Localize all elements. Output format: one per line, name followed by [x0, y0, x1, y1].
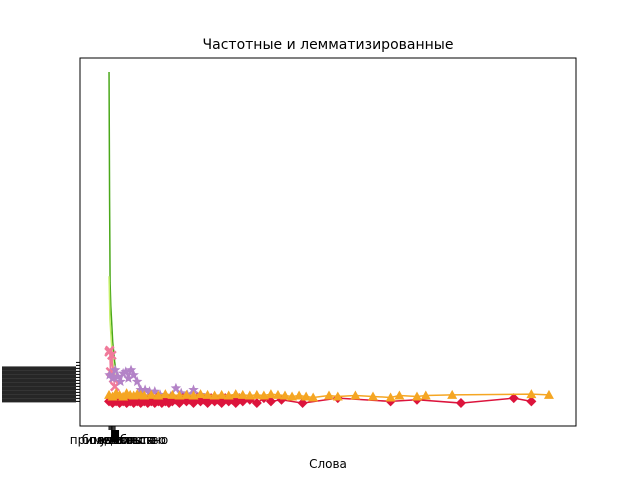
series-5-point — [420, 390, 431, 400]
series-5-point — [526, 389, 537, 399]
plot-marks — [104, 71, 554, 409]
series-5-point — [332, 391, 343, 401]
series-5-point — [301, 391, 312, 401]
series-5-point — [216, 389, 227, 399]
x-tick-clutter — [111, 438, 120, 440]
y-tick-label-clutter — [2, 394, 76, 399]
series-3-point — [104, 369, 115, 380]
y-tick-label-clutter — [2, 382, 76, 387]
series-5-point — [195, 389, 206, 399]
series-5-point — [308, 392, 319, 402]
series-3-point — [139, 384, 151, 395]
series-5-point — [280, 390, 291, 400]
y-tick-label-clutter — [2, 370, 76, 375]
series-5 — [104, 388, 554, 402]
y-tick-label-clutter — [2, 398, 76, 403]
series-3-point — [112, 371, 124, 382]
series-5-point — [181, 389, 192, 399]
series-5-point — [230, 389, 241, 399]
series-4-point — [251, 398, 262, 409]
series-5-point — [202, 389, 213, 399]
series-5-point — [174, 390, 185, 400]
series-3-point — [125, 364, 137, 375]
series-3-point — [135, 384, 146, 395]
series-5-point — [139, 390, 150, 400]
series-3-point — [131, 376, 143, 387]
series-3-point — [128, 369, 139, 380]
series-3-point — [120, 366, 131, 377]
series-4-point — [508, 393, 519, 404]
series-5-point — [367, 391, 378, 401]
series-5-point — [153, 390, 164, 400]
series-5-point — [244, 390, 255, 400]
series-5-point — [543, 389, 554, 399]
x-tick-label: большинство — [82, 433, 166, 447]
series-4-point — [455, 398, 466, 409]
x-tick-label: являться — [97, 433, 154, 447]
series-2-point — [106, 350, 117, 361]
series-5-point — [146, 389, 157, 399]
series-3-point — [123, 372, 134, 383]
series-5-point — [447, 389, 458, 399]
y-tick-label-clutter — [2, 386, 76, 391]
plot-area — [79, 57, 577, 427]
y-tick-label-clutter — [2, 374, 76, 379]
chart-title: Частотные и лемматизированные — [203, 37, 454, 53]
series-5-point — [258, 390, 269, 400]
series-2-point — [109, 381, 120, 392]
y-tick-label-clutter — [2, 390, 76, 395]
series-3-point — [188, 384, 199, 395]
x-tick-clutter — [111, 430, 120, 432]
series-3-point — [117, 367, 129, 378]
x-tick-clutter — [111, 436, 120, 438]
series-4-point — [121, 398, 132, 409]
x-tick-clutter — [111, 440, 120, 442]
series-3-point — [149, 386, 161, 396]
series-3-point — [115, 376, 126, 387]
x-tick-label: учесть — [99, 433, 141, 447]
x-tick-labels: примечательноучестьЧтоподобногобольшинст… — [70, 426, 168, 447]
series-5-point — [160, 389, 171, 399]
series-5-point — [350, 390, 361, 400]
series-5-point — [324, 390, 334, 400]
series-3-point — [109, 364, 121, 375]
series-3-point — [144, 386, 155, 396]
series-5-point — [223, 390, 234, 400]
x-tick-label: подобного — [89, 433, 156, 447]
series-5-point — [251, 389, 262, 399]
series-5-point — [385, 392, 396, 402]
y-tick-label-clutter — [2, 378, 76, 383]
series-5-point — [265, 389, 276, 399]
series-5-point — [411, 391, 422, 401]
series-3-point — [170, 382, 182, 393]
series-5-point — [237, 389, 248, 399]
series-4-point — [526, 396, 537, 407]
y-tick-labels — [2, 361, 80, 403]
series-5-point — [188, 390, 199, 400]
x-tick-clutter — [111, 432, 120, 434]
series-3-point — [107, 372, 118, 383]
series-4-point — [297, 398, 308, 409]
series-5-point — [167, 389, 178, 399]
x-tick-clutter — [111, 434, 120, 436]
series-3-point — [175, 387, 187, 398]
y-tick-label-clutter — [2, 366, 76, 371]
series-5-point — [287, 391, 298, 401]
x-axis-label: Слова — [309, 457, 347, 471]
series-5-point — [272, 389, 283, 399]
series-5-point — [294, 390, 305, 400]
series-5-point — [394, 390, 405, 400]
series-5-point — [209, 390, 220, 400]
